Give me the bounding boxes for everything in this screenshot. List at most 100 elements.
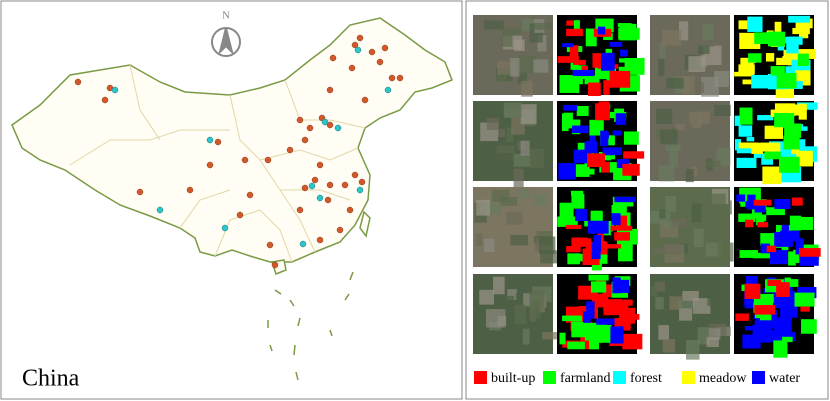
sample-point <box>334 124 342 132</box>
tile-patch <box>744 326 764 331</box>
tile-patch <box>609 70 631 88</box>
tile-patch <box>605 48 613 55</box>
sample-point <box>311 176 319 184</box>
sample-point <box>316 161 324 169</box>
tile-patch <box>658 58 665 77</box>
tile-patch <box>671 218 688 228</box>
tile-patch <box>664 242 682 255</box>
tile-patch <box>736 146 759 154</box>
sample-point <box>296 116 304 124</box>
tile-patch <box>799 216 814 230</box>
legend-label: forest <box>630 371 662 386</box>
tile-patch <box>658 165 675 182</box>
tile-patch <box>799 33 809 39</box>
sample-point <box>368 48 376 56</box>
legend-label: meadow <box>699 371 747 386</box>
sample-point <box>316 236 324 244</box>
tile-patch <box>754 205 766 213</box>
tile-patch <box>518 55 537 75</box>
tile-patch <box>782 336 793 343</box>
tile-patch <box>572 238 592 244</box>
tile-patch <box>658 325 670 340</box>
tile-patch <box>572 125 589 133</box>
tile-patch <box>662 339 676 353</box>
sample-point <box>326 181 334 189</box>
tile-patch <box>537 35 547 52</box>
label-tile <box>734 187 821 267</box>
tile-patch <box>742 334 761 349</box>
tile-patch <box>738 142 759 149</box>
tile-patch <box>491 189 510 202</box>
tile-patch <box>780 303 798 318</box>
tile-patch <box>698 111 710 124</box>
sample-point <box>348 64 356 72</box>
tile-patch <box>576 105 589 117</box>
tile-patch <box>744 188 755 197</box>
sample-point <box>346 206 354 214</box>
tile-patch <box>796 150 813 167</box>
tile-patch <box>681 76 695 95</box>
tile-patch <box>665 195 677 212</box>
tile-patch <box>693 228 704 248</box>
north-arrow <box>211 27 241 57</box>
tile-patch <box>577 329 599 334</box>
tile-patch <box>784 331 796 341</box>
tile-patch <box>539 236 556 254</box>
tile-patch <box>584 75 600 85</box>
tile-patch <box>600 130 609 147</box>
tile-patch <box>698 45 710 55</box>
tile-patch <box>659 42 666 59</box>
tile-patch <box>735 313 749 321</box>
tile-patch <box>523 293 530 307</box>
sample-point <box>156 206 164 214</box>
tile-patch <box>623 244 633 260</box>
tile-patch <box>534 22 552 30</box>
sample-points <box>74 34 404 269</box>
tile-patch <box>558 163 576 180</box>
sample-point <box>316 194 324 202</box>
tile-patch <box>571 193 585 209</box>
tile-patch <box>792 27 810 35</box>
tile-patch <box>616 158 630 169</box>
tile-patch <box>682 290 699 301</box>
tile-patch <box>685 168 694 183</box>
sample-point <box>214 138 222 146</box>
satellite-tile <box>650 187 734 267</box>
tile-patch <box>594 67 617 79</box>
tile-patch <box>565 224 582 230</box>
sample-point <box>246 191 254 199</box>
tile-patch <box>744 283 761 299</box>
tile-patch <box>752 253 762 258</box>
satellite-tile <box>473 15 553 97</box>
tile-patch <box>535 238 542 252</box>
sample-point <box>376 58 384 66</box>
tile-patch <box>685 340 700 360</box>
tile-patch <box>782 56 802 63</box>
tile-patch <box>660 129 678 145</box>
tile-patch <box>616 215 628 227</box>
sample-point <box>101 96 109 104</box>
tile-patch <box>738 20 751 30</box>
tile-patch <box>602 147 622 156</box>
tile-patch <box>566 20 574 26</box>
sample-point <box>336 226 344 234</box>
label-tile <box>734 274 817 358</box>
tile-patch <box>777 44 785 51</box>
sample-point <box>341 181 349 189</box>
tile-patch <box>612 299 633 306</box>
north-label: N <box>222 10 230 22</box>
tile-patch <box>517 72 527 84</box>
tile-patch <box>520 104 537 124</box>
tile-patch <box>623 131 639 145</box>
tile-patch <box>795 126 808 131</box>
tile-patch <box>679 308 693 321</box>
tile-patch <box>573 59 586 65</box>
tile-patch <box>792 197 803 206</box>
sample-point <box>329 54 337 62</box>
region-label: China <box>22 366 80 392</box>
tile-patch <box>707 193 726 207</box>
sample-point <box>351 41 359 49</box>
tile-patch <box>619 313 640 320</box>
tile-patch <box>675 123 685 131</box>
legend-swatch <box>752 371 765 384</box>
